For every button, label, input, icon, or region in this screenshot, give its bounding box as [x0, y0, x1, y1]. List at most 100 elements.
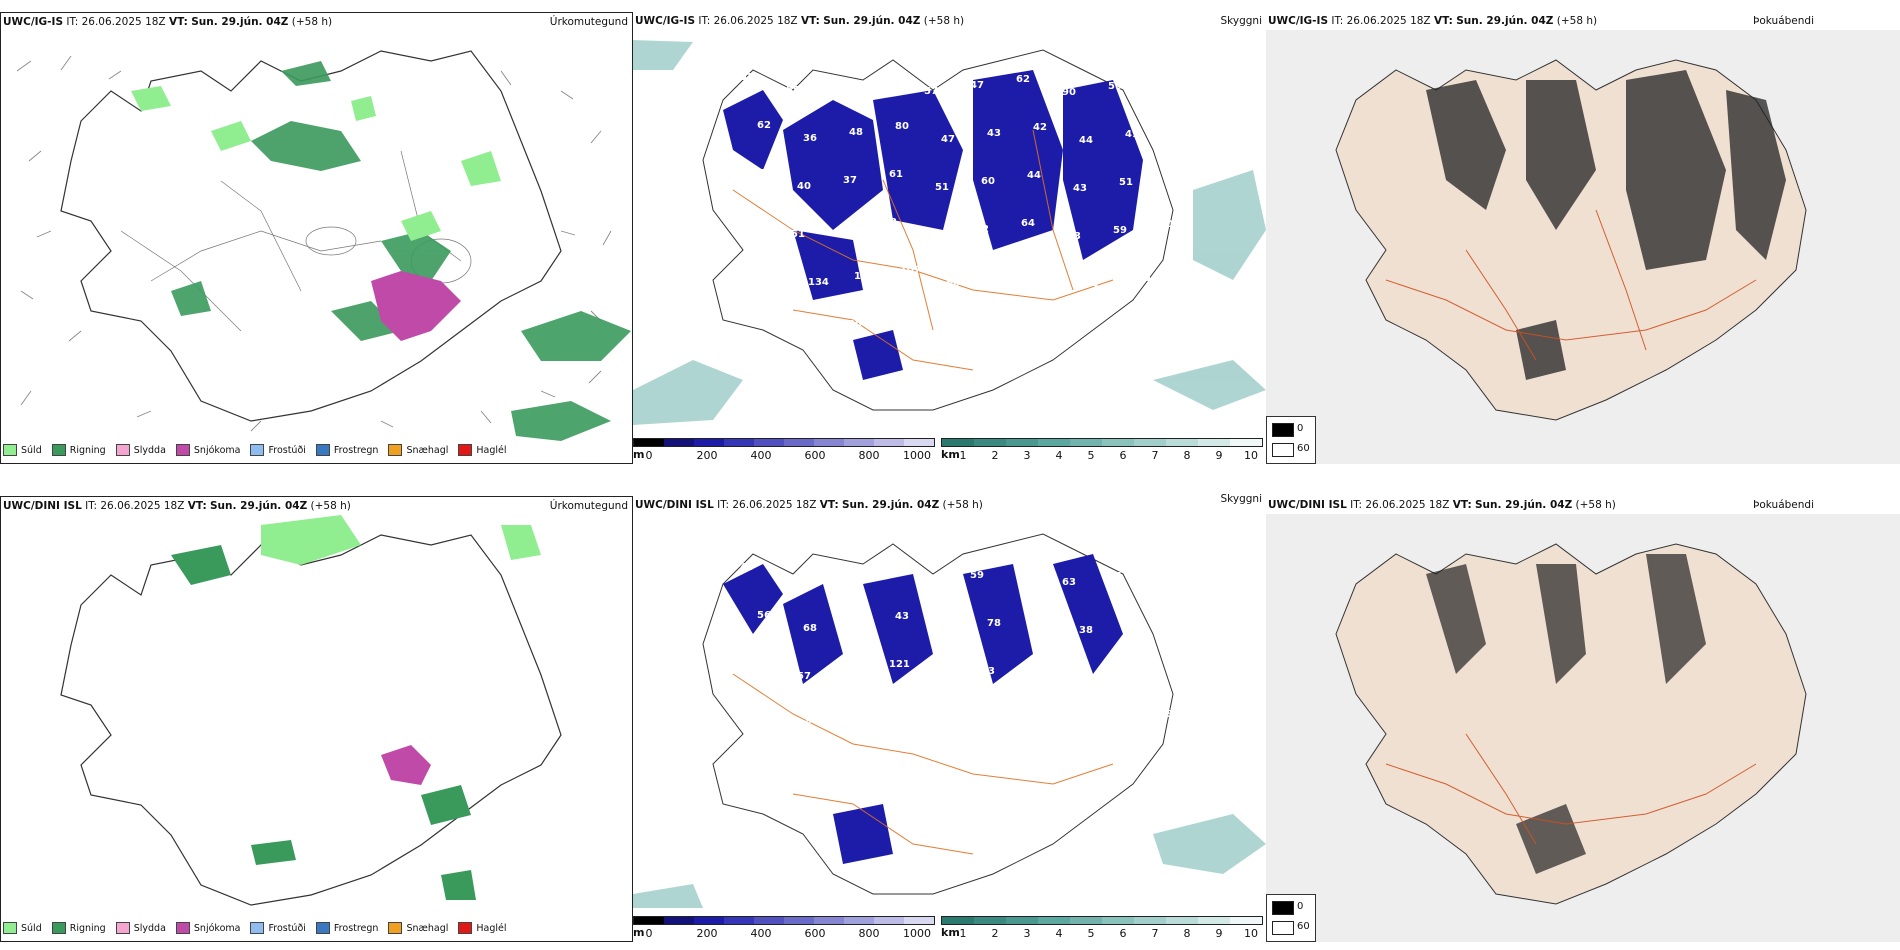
- visibility-value: 45: [762, 264, 776, 275]
- legend-item-frostudi: Frostúði: [250, 444, 306, 456]
- visibility-value: 59: [1113, 225, 1127, 236]
- visibility-scale-m: m 0 200 400 600 800 1000: [633, 438, 938, 464]
- visibility-value: 55: [1027, 660, 1041, 671]
- visibility-value-labels: 45 63 52 65 67 59 40 63 44 60 56 68 64 43 44 78 42 38 47 51…: [740, 562, 1185, 778]
- precip-map: [16, 50, 631, 441]
- visibility-value: 67: [924, 576, 938, 587]
- panel-header: UWC/IG-IS IT: 26.06.2025 18Z VT: Sun. 29…: [635, 15, 1262, 27]
- visibility-value: 41: [1125, 129, 1139, 140]
- visibility-value: 51: [802, 325, 816, 336]
- panel-header: UWC/DINI ISL IT: 26.06.2025 18Z VT: Sun.…: [3, 500, 628, 512]
- legend-item-frostregn: Frostregn: [315, 444, 378, 456]
- visibility-value: 45: [740, 562, 754, 573]
- visibility-value: 60: [946, 278, 960, 289]
- visibility-value: 117: [837, 713, 858, 724]
- visibility-value: 47: [745, 216, 759, 227]
- visibility-value: 52: [832, 569, 846, 580]
- visibility-value: 44: [1079, 135, 1093, 146]
- legend-item-slydda: Slydda: [115, 444, 166, 456]
- iceland-coastline: [60, 50, 562, 422]
- visibility-panel-igis: UWC/IG-IS IT: 26.06.2025 18Z VT: Sun. 29…: [633, 12, 1266, 464]
- visibility-value: 82: [1165, 661, 1179, 672]
- visibility-value: 36: [808, 767, 822, 778]
- visibility-scale-m: m 0 200 400 600 800 1000: [633, 916, 938, 942]
- visibility-value: 134: [808, 277, 829, 288]
- fog-legend: 0 60: [1266, 416, 1316, 464]
- visibility-value: 44: [941, 624, 955, 635]
- visibility-value: 51: [1119, 177, 1133, 188]
- legend-item-sudl: Súld: [3, 922, 42, 934]
- visibility-value: 89: [843, 665, 857, 676]
- visibility-value: 63: [1062, 577, 1076, 588]
- visibility-value: 47: [970, 80, 984, 91]
- visibility-value: 62: [1016, 74, 1030, 85]
- visibility-scale-km: km 1 2 3 4 5 6 7 8 9 10: [941, 916, 1266, 942]
- visibility-value: 63: [1067, 231, 1081, 242]
- visibility-value: 78: [1159, 709, 1173, 720]
- fog-shading: [1426, 70, 1786, 380]
- rain-areas: [171, 61, 631, 441]
- visibility-value: 42: [1033, 122, 1047, 133]
- visibility-value: 51: [1171, 613, 1185, 624]
- precip-panel-igis: UWC/IG-IS IT: 26.06.2025 18Z VT: Sun. 29…: [0, 12, 633, 464]
- fog-panel-igis: UWC/IG-IS IT: 26.06.2025 18Z VT: Sun. 29…: [1266, 12, 1900, 464]
- visibility-value: 44: [1108, 571, 1122, 582]
- visibility-value: 33: [751, 658, 765, 669]
- panel-header: UWC/IG-IS IT: 26.06.2025 18Z VT: Sun. 29…: [1268, 15, 1814, 27]
- legend-item-slydda: Slydda: [115, 922, 166, 934]
- precip-type-legend: Súld Rigning Slydda Snjókoma Frostúði Fr…: [3, 439, 507, 461]
- visibility-value: 159: [756, 312, 777, 323]
- visibility-value-labels: 52 55 43 49 57 47 62 90 50 82 62 36 48 80 47 43 42 44 41 56…: [740, 72, 1190, 337]
- visibility-value: 65: [878, 563, 892, 574]
- panel-header: UWC/IG-IS IT: 26.06.2025 18Z VT: Sun. 29…: [3, 16, 628, 28]
- visibility-value: 47: [1125, 619, 1139, 630]
- visibility-value: 47: [941, 134, 955, 145]
- visibility-value: 74: [1084, 279, 1098, 290]
- fog-panel-dini: UWC/DINI ISL IT: 26.06.2025 18Z VT: Sun.…: [1266, 496, 1900, 942]
- visibility-value: 43: [1165, 171, 1179, 182]
- visibility-value: 51: [791, 229, 805, 240]
- visibility-map: [633, 40, 1266, 425]
- visibility-value: 78: [987, 618, 1001, 629]
- visibility-value: 68: [803, 623, 817, 634]
- visibility-value: 42: [975, 224, 989, 235]
- precip-panel-dini: UWC/DINI ISL IT: 26.06.2025 18Z VT: Sun.…: [0, 496, 633, 942]
- visibility-value: 60: [1154, 565, 1168, 576]
- iceland-coastline: [60, 534, 562, 906]
- precip-map: [60, 515, 562, 906]
- visibility-value: 56: [1171, 123, 1185, 134]
- fog-map: [1266, 514, 1900, 942]
- visibility-value: 43: [987, 128, 1001, 139]
- visibility-value: 37: [843, 175, 857, 186]
- visibility-value: 53: [1067, 721, 1081, 732]
- visibility-value: 66: [1073, 673, 1087, 684]
- precip-type-legend: Súld Rigning Slydda Snjókoma Frostúði Fr…: [3, 917, 507, 939]
- visibility-value: 50: [1108, 81, 1122, 92]
- visibility-value: 43: [895, 611, 909, 622]
- legend-item-hagl: Haglél: [458, 444, 507, 456]
- visibility-value: 43: [1176, 267, 1190, 278]
- visibility-value: 52: [740, 72, 754, 83]
- visibility-value: 52: [883, 707, 897, 718]
- panel-header: UWC/DINI ISL IT: 26.06.2025 18Z VT: Sun.…: [635, 493, 1262, 511]
- visibility-value: 60: [981, 176, 995, 187]
- visibility-value: 36: [803, 133, 817, 144]
- visibility-value: 98: [935, 672, 949, 683]
- visibility-value: 44: [837, 223, 851, 234]
- wind-barbs: [16, 55, 612, 432]
- visibility-value: 62: [757, 120, 771, 131]
- visibility-panel-dini: UWC/DINI ISL IT: 26.06.2025 18Z VT: Sun.…: [633, 493, 1266, 942]
- visibility-value: 63: [786, 575, 800, 586]
- visibility-value: 45: [1113, 715, 1127, 726]
- legend-item-sudl: Súld: [3, 444, 42, 456]
- visibility-value: 38: [1079, 625, 1093, 636]
- visibility-value: 56: [986, 320, 1000, 331]
- visibility-value: 64: [1021, 218, 1035, 229]
- visibility-value: 43: [1073, 183, 1087, 194]
- visibility-value: 42: [883, 217, 897, 228]
- snow-area: [381, 745, 431, 785]
- legend-item-snjokoma: Snjókoma: [175, 922, 240, 934]
- panel-header: UWC/DINI ISL IT: 26.06.2025 18Z VT: Sun.…: [1268, 499, 1814, 511]
- low-visibility-areas: [723, 70, 1143, 380]
- visibility-value: 90: [1062, 87, 1076, 98]
